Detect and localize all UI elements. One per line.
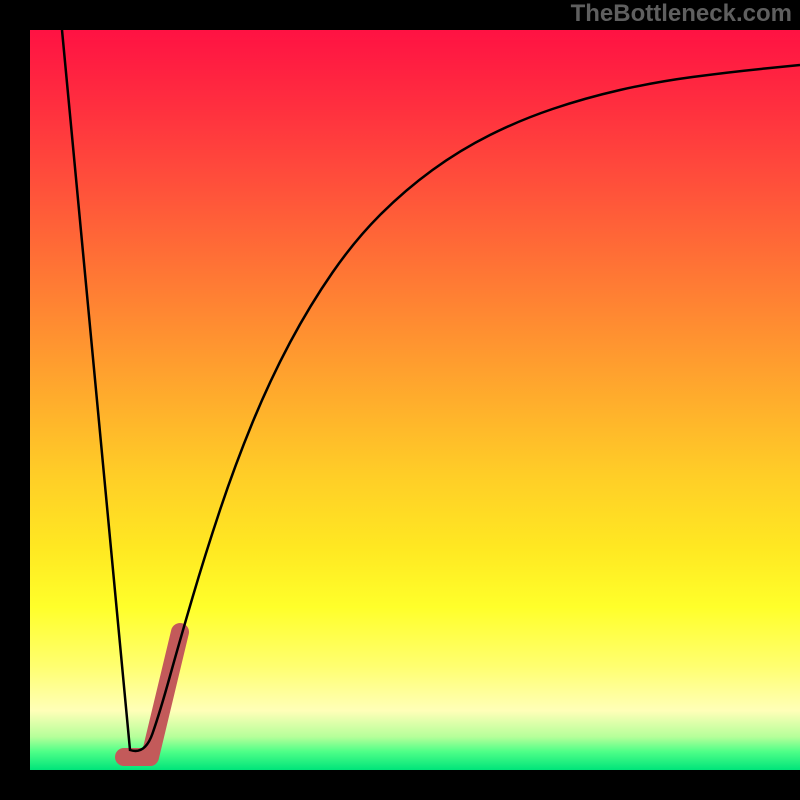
watermark-text: TheBottleneck.com [571,0,792,28]
border-bottom [0,770,800,800]
chart-svg [0,0,800,800]
highlight-stroke [124,632,180,757]
border-left [0,0,30,800]
chart-container: TheBottleneck.com [0,0,800,800]
